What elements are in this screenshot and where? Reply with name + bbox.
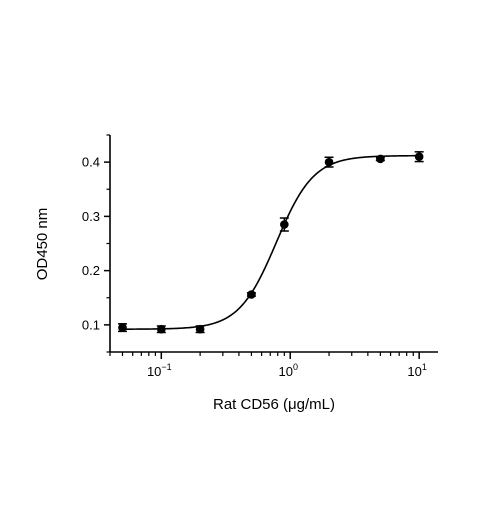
data-point-1 — [157, 324, 166, 334]
data-point-2 — [195, 324, 205, 334]
y-tick-label: 0.4 — [82, 155, 100, 170]
ticks: 0.1 0.2 0.3 0.4 10−1 100 101 — [82, 134, 427, 379]
data-points — [117, 151, 424, 334]
fit-curve — [122, 154, 420, 330]
y-tick-label: 0.3 — [82, 209, 100, 224]
data-point-group — [156, 324, 166, 334]
y-axis-title: OD450 nm — [34, 208, 51, 281]
data-point-group — [375, 154, 385, 164]
y-tick-label: 0.1 — [82, 317, 100, 332]
x-tick-label: 101 — [407, 362, 426, 379]
data-point-0 — [118, 323, 127, 332]
data-point-3 — [247, 290, 256, 299]
axes — [109, 135, 438, 353]
x-tick-label: 100 — [278, 362, 297, 379]
data-point-group — [246, 290, 256, 299]
x-axis-title: Rat CD56 (μg/mL) — [213, 396, 335, 413]
x-tick-label: 10−1 — [147, 362, 172, 379]
data-point-5 — [324, 157, 334, 167]
fit-curve-layer — [122, 154, 420, 330]
data-point-group — [414, 151, 424, 163]
data-point-7 — [414, 152, 424, 161]
data-point-group — [324, 156, 334, 168]
data-point-group — [279, 217, 289, 232]
data-point-group — [195, 324, 205, 334]
data-point-4 — [280, 220, 289, 229]
data-point-6 — [376, 154, 385, 164]
data-point-group — [117, 323, 127, 333]
y-tick-label: 0.2 — [82, 263, 100, 278]
